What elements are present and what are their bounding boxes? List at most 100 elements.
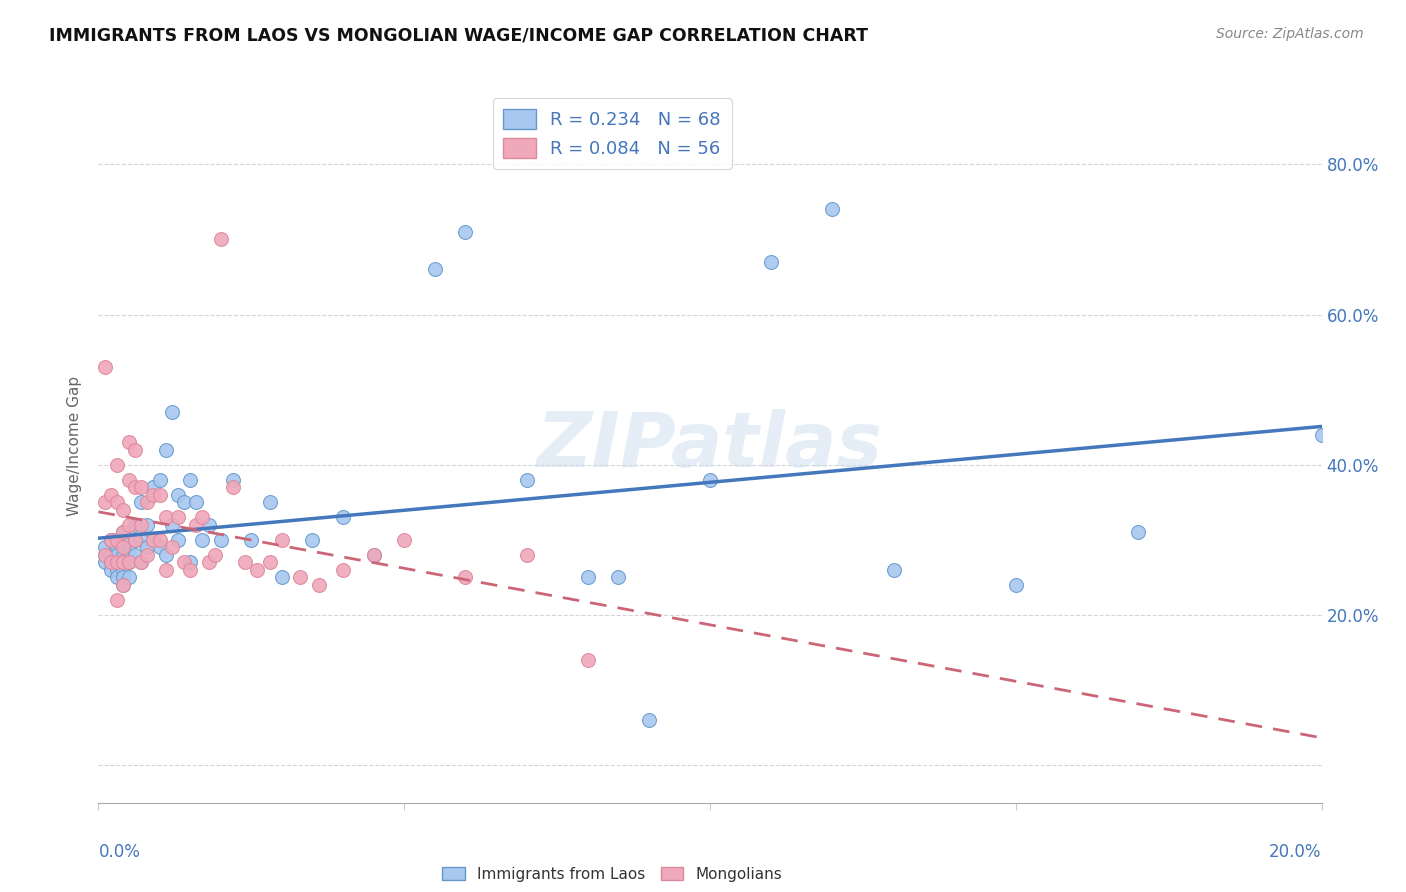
Point [173,495,195,509]
Point [129,495,152,509]
Point [136,541,159,555]
Point [821,202,844,217]
Point [124,517,146,532]
Point [155,563,177,577]
Point [111,563,134,577]
Point [167,510,190,524]
Point [301,533,323,547]
Point [186,495,208,509]
Point [105,533,128,547]
Point [173,556,195,570]
Point [136,517,159,532]
Text: IMMIGRANTS FROM LAOS VS MONGOLIAN WAGE/INCOME GAP CORRELATION CHART: IMMIGRANTS FROM LAOS VS MONGOLIAN WAGE/I… [49,27,869,45]
Point [332,510,354,524]
Point [197,517,219,532]
Point [1128,525,1150,540]
Point [93,548,115,562]
Point [100,556,122,570]
Point [516,548,538,562]
Point [111,578,134,592]
Point [124,480,146,494]
Point [142,533,165,547]
Point [129,517,152,532]
Point [100,488,122,502]
Point [111,548,134,562]
Point [270,533,292,547]
Point [222,473,245,487]
Point [149,488,172,502]
Text: 20.0%: 20.0% [1270,843,1322,861]
Point [209,232,232,246]
Point [160,517,183,532]
Point [1310,427,1333,442]
Point [883,563,905,577]
Point [118,435,141,450]
Point [111,556,134,570]
Point [191,533,214,547]
Point [155,442,177,457]
Point [149,541,172,555]
Point [93,541,115,555]
Y-axis label: Wage/Income Gap: Wage/Income Gap [67,376,83,516]
Point [160,405,183,419]
Point [105,570,128,584]
Point [454,570,477,584]
Point [118,556,141,570]
Point [332,563,354,577]
Point [209,533,232,547]
Point [118,556,141,570]
Point [124,548,146,562]
Point [118,533,141,547]
Point [160,541,183,555]
Point [129,556,152,570]
Point [149,533,172,547]
Point [149,473,172,487]
Point [191,510,214,524]
Point [105,458,128,472]
Point [124,442,146,457]
Point [363,548,385,562]
Point [576,570,599,584]
Point [111,525,134,540]
Point [179,473,201,487]
Point [93,548,115,562]
Point [142,480,165,494]
Text: 0.0%: 0.0% [98,843,141,861]
Point [179,556,201,570]
Point [100,533,122,547]
Point [118,473,141,487]
Point [155,510,177,524]
Point [105,541,128,555]
Point [118,517,141,532]
Point [93,360,115,375]
Point [100,548,122,562]
Point [759,255,782,269]
Point [516,473,538,487]
Point [179,563,201,577]
Point [308,578,330,592]
Point [136,548,159,562]
Point [204,548,226,562]
Point [423,262,446,277]
Point [240,533,263,547]
Point [111,578,134,592]
Point [105,533,128,547]
Point [454,225,477,239]
Point [100,556,122,570]
Point [392,533,416,547]
Point [105,556,128,570]
Point [124,533,146,547]
Point [93,556,115,570]
Point [259,495,281,509]
Point [105,563,128,577]
Point [233,556,256,570]
Point [259,556,281,570]
Point [637,713,661,727]
Point [699,473,721,487]
Point [142,488,165,502]
Point [167,533,190,547]
Point [222,480,245,494]
Point [246,563,269,577]
Point [607,570,630,584]
Point [129,533,152,547]
